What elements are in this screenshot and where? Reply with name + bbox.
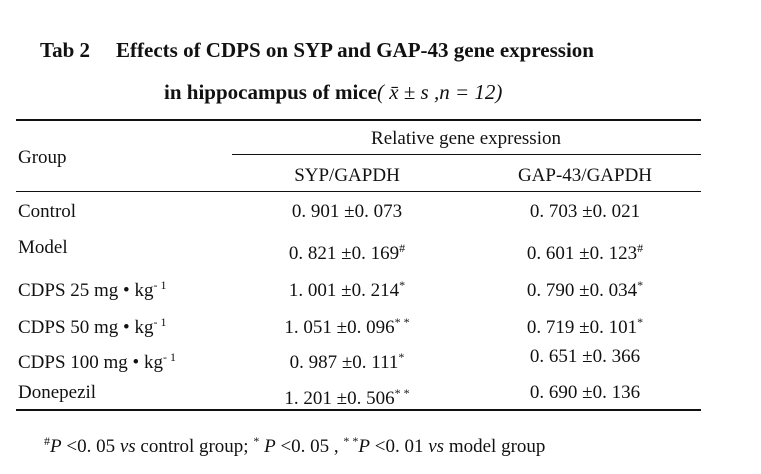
cell-mark: *	[399, 278, 406, 292]
header-rule	[16, 191, 701, 192]
cell-mark: *	[398, 350, 405, 364]
group-cell: Donepezil	[18, 382, 96, 404]
cell-text: 0. 901 ±0. 073	[291, 201, 403, 222]
sub-rule	[232, 154, 701, 155]
cell-text: 0. 790 ±0. 034	[526, 280, 638, 301]
top-rule	[16, 119, 701, 121]
cell-text: 1. 201 ±0. 506	[284, 388, 395, 409]
group-header: Group	[18, 147, 67, 168]
cell-mark: #	[637, 241, 644, 255]
value-cell: 0. 703 ±0. 021	[470, 201, 700, 223]
cell-text: 0. 690 ±0. 136	[529, 382, 641, 403]
span-header: Relative gene expression	[371, 128, 561, 149]
column-header: GAP-43/GAPDH	[517, 165, 653, 186]
cell-text: CDPS 25 mg • kg	[18, 280, 154, 301]
value-cell: 1. 051 ±0. 096* *	[232, 311, 462, 339]
cell-text: Model	[18, 237, 68, 258]
cell-text: Donepezil	[18, 382, 97, 403]
cell-text: 0. 987 ±0. 111	[289, 352, 399, 373]
cell-text: 1. 001 ±0. 214	[288, 280, 400, 301]
caption-title: Effects of CDPS on SYP and GAP-43 gene e…	[116, 38, 594, 62]
cell-text: 0. 601 ±0. 123	[526, 243, 638, 264]
cell-text: 0. 703 ±0. 021	[529, 201, 641, 222]
footnote-part: #	[44, 434, 50, 448]
value-cell: 0. 987 ±0. 111*	[232, 346, 462, 374]
cell-text: 1. 051 ±0. 096	[284, 317, 395, 338]
cell-mark: * *	[394, 315, 410, 329]
value-cell: 0. 821 ±0. 169#	[232, 237, 462, 265]
cell-mark: *	[637, 315, 644, 329]
cell-mark: - 1	[162, 350, 176, 364]
cell-text: 0. 821 ±0. 169	[288, 243, 400, 264]
caption-stats: ( x̄ ± s ,n = 12)	[376, 80, 503, 104]
footnote-part: P	[50, 436, 62, 457]
cell-text: CDPS 100 mg • kg	[18, 352, 163, 373]
caption-line2: in hippocampus of mice( x̄ ± s ,n = 12)	[164, 80, 502, 105]
caption-label: Tab 2	[40, 38, 91, 62]
cell-text: CDPS 50 mg • kg	[18, 317, 154, 338]
footnote-part: <0. 01	[370, 436, 429, 457]
cell-mark: #	[399, 241, 406, 255]
cell-mark: * *	[394, 386, 410, 400]
cell-mark: - 1	[153, 315, 167, 329]
value-cell: 0. 601 ±0. 123#	[470, 237, 700, 265]
footnote-part: P	[358, 436, 371, 457]
value-cell: 1. 001 ±0. 214*	[232, 274, 462, 302]
footnote-part: P	[259, 436, 276, 457]
footnote: #P <0. 05 vs control group; * P <0. 05 ,…	[44, 430, 545, 458]
footnote-part: *	[253, 434, 260, 448]
caption-title: in hippocampus of mice	[164, 80, 377, 104]
cell-text: 0. 651 ±0. 366	[529, 346, 641, 367]
cell-mark: *	[637, 278, 644, 292]
cell-text: 0. 719 ±0. 101	[526, 317, 638, 338]
footnote-part: <0. 05 ,	[275, 436, 344, 457]
group-cell: CDPS 100 mg • kg- 1	[18, 346, 176, 374]
value-cell: 0. 719 ±0. 101*	[470, 311, 700, 339]
value-cell: 0. 790 ±0. 034*	[470, 274, 700, 302]
value-cell: 0. 690 ±0. 136	[470, 382, 700, 404]
caption-line1: Tab 2 Effects of CDPS on SYP and GAP-43 g…	[40, 38, 594, 63]
footnote-part: * *	[343, 434, 359, 448]
value-cell: 0. 901 ±0. 073	[232, 201, 462, 223]
group-cell: Control	[18, 201, 76, 223]
footnote-part: model group	[444, 436, 546, 457]
footnote-part: control group;	[135, 436, 254, 457]
cell-text: Control	[18, 201, 77, 222]
footnote-part: <0. 05	[61, 436, 120, 457]
value-cell: 0. 651 ±0. 366	[470, 346, 700, 368]
column-header: SYP/GAPDH	[294, 165, 400, 186]
group-cell: CDPS 25 mg • kg- 1	[18, 274, 166, 302]
group-cell: CDPS 50 mg • kg- 1	[18, 311, 166, 339]
footnote-part: vs	[428, 436, 445, 457]
value-cell: 1. 201 ±0. 506* *	[232, 382, 462, 410]
footnote-part: vs	[119, 436, 136, 457]
bottom-rule	[16, 409, 701, 411]
group-cell: Model	[18, 237, 68, 259]
cell-mark: - 1	[153, 278, 167, 292]
